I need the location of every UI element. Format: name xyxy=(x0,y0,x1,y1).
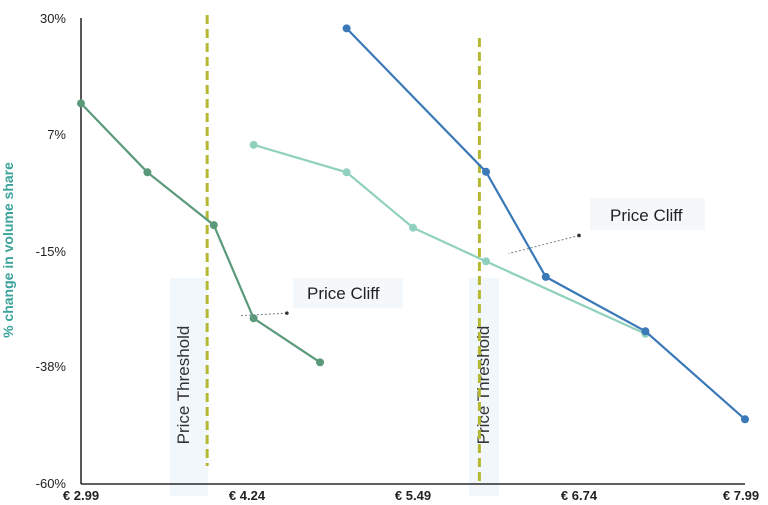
y-tick-label: 7% xyxy=(47,127,66,142)
price-cliff-arrow xyxy=(508,234,580,255)
cliff-label-box-2 xyxy=(590,198,705,230)
data-point xyxy=(482,257,491,266)
cliff-label-box-1 xyxy=(293,278,403,308)
x-tick-label: € 2.99 xyxy=(63,488,99,503)
y-tick-label: -15% xyxy=(36,244,67,259)
data-point xyxy=(249,140,258,149)
data-point xyxy=(209,221,218,230)
threshold-panel-1 xyxy=(170,278,208,496)
chart-marks xyxy=(77,15,749,484)
data-point xyxy=(409,223,417,232)
x-tick-label: € 4.24 xyxy=(229,488,266,503)
y-axis-label: % change in volume share xyxy=(0,162,16,338)
data-point xyxy=(342,24,351,33)
price-cliff-label-2: Price Cliff xyxy=(610,206,683,225)
y-tick-label: 30% xyxy=(40,11,66,26)
threshold-panel-2 xyxy=(469,278,499,496)
x-tick-label: € 5.49 xyxy=(395,488,431,503)
price-cliff-label-1: Price Cliff xyxy=(307,284,380,303)
price-cliff-arrow xyxy=(239,312,287,317)
y-tick-label: -60% xyxy=(36,476,67,491)
data-point xyxy=(741,415,749,424)
price-cliff-arrow-dot xyxy=(285,311,289,315)
threshold-label-2: Price Threshold xyxy=(474,326,493,445)
data-point xyxy=(77,99,85,108)
data-point xyxy=(541,272,550,281)
data-point xyxy=(482,167,491,176)
data-point xyxy=(641,327,650,336)
x-tick-label: € 6.74 xyxy=(561,488,598,503)
data-point xyxy=(342,168,351,177)
data-point xyxy=(143,168,152,177)
data-point xyxy=(316,358,325,367)
threshold-label-1: Price Threshold xyxy=(174,326,193,445)
price-cliff-arrow-dot xyxy=(577,233,581,238)
data-point xyxy=(249,314,258,323)
x-tick-label: € 7.99 xyxy=(723,488,759,503)
y-tick-label: -38% xyxy=(36,359,67,374)
